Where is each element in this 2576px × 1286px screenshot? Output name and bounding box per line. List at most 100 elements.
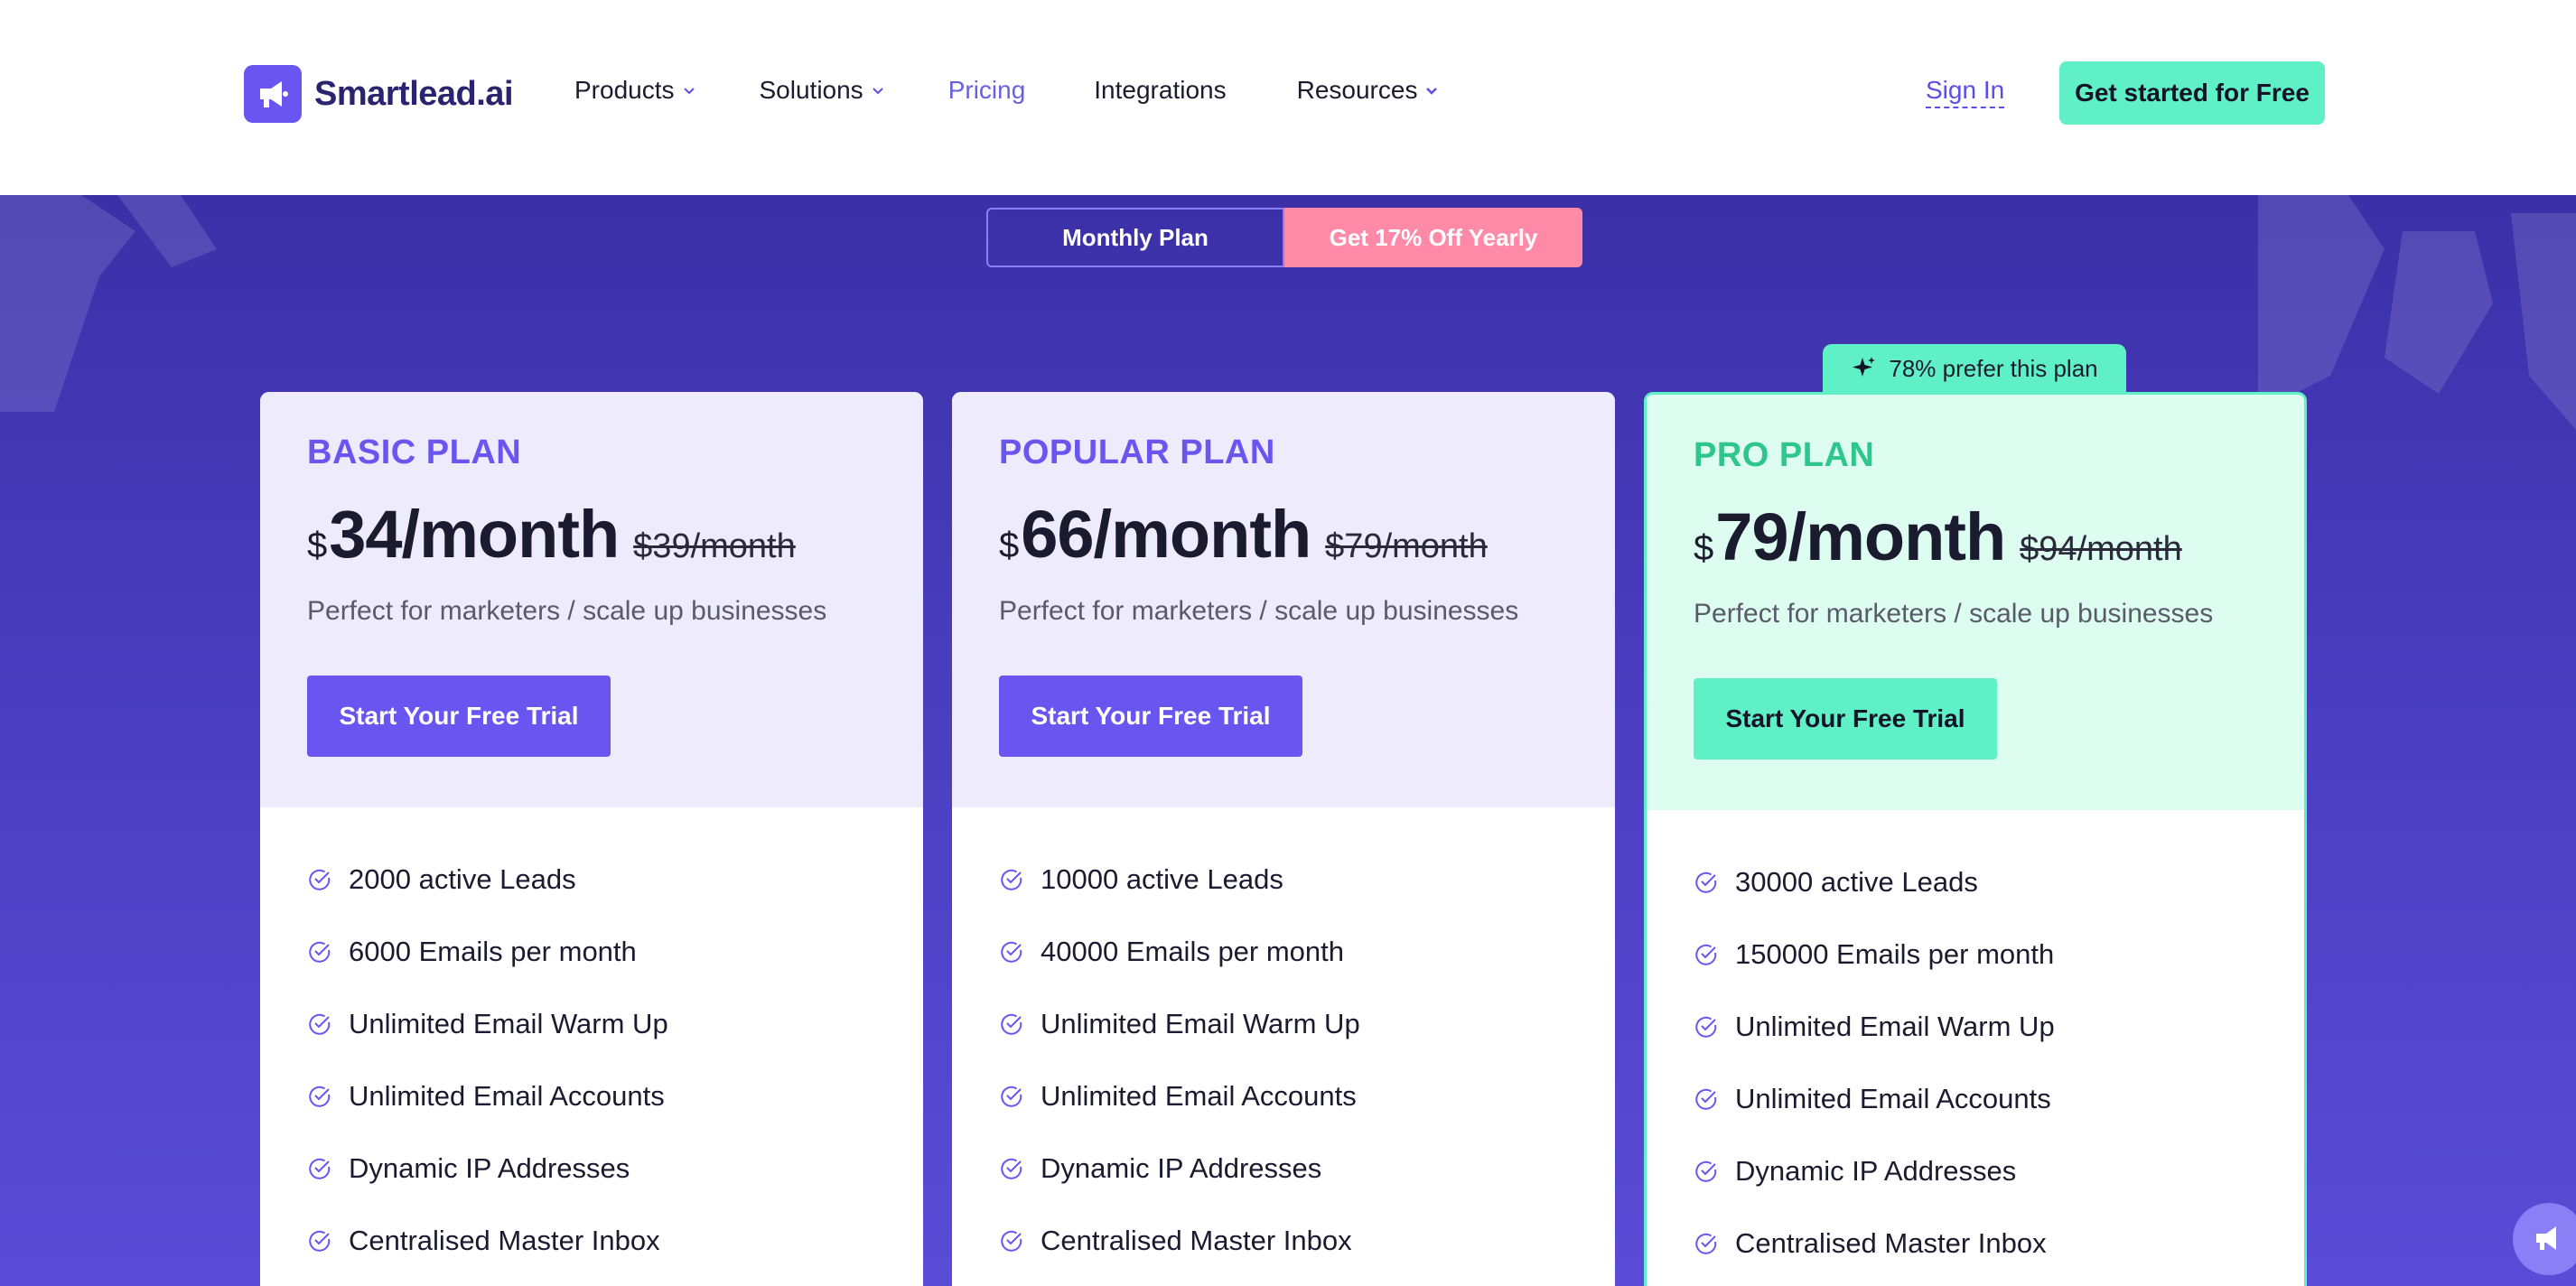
feature-text: 30000 active Leads — [1735, 866, 1978, 898]
site-header: Smartlead.ai Products Solutions Pricing … — [0, 0, 2576, 195]
feature-item: Unlimited Email Accounts — [999, 1060, 1568, 1132]
feature-text: Unlimited Email Accounts — [349, 1080, 665, 1112]
plan-name: POPULAR PLAN — [999, 433, 1275, 471]
feature-item: Centralised Master Inbox — [1694, 1207, 2257, 1280]
check-circle-icon — [1695, 1233, 1717, 1254]
check-circle-icon — [1695, 871, 1717, 893]
feature-text: 40000 Emails per month — [1041, 936, 1345, 967]
nav-integrations[interactable]: Integrations — [1094, 76, 1226, 105]
feature-item: Unlimited Email Accounts — [1694, 1063, 2257, 1135]
chat-widget-icon — [2536, 1226, 2556, 1250]
main-nav: Products Solutions Pricing Integrations … — [574, 76, 1439, 105]
brand-name: Smartlead.ai — [314, 74, 514, 113]
plan-card-popular: POPULAR PLAN $ 66/month $79/month Perfec… — [952, 392, 1615, 1286]
feature-text: Dynamic IP Addresses — [1041, 1152, 1322, 1184]
currency-symbol: $ — [1694, 528, 1714, 568]
feature-item: 30000 active Leads — [1694, 846, 2257, 918]
feature-text: Unlimited Email Warm Up — [1735, 1011, 2055, 1042]
plan-card-header: BASIC PLAN $ 34/month $39/month Perfect … — [260, 392, 923, 807]
feature-item: 2000 active Leads — [307, 843, 876, 916]
popularity-badge: 78% prefer this plan — [1823, 344, 2126, 393]
check-circle-icon — [1001, 869, 1022, 890]
feature-text: Unlimited Email Accounts — [1735, 1083, 2051, 1114]
check-circle-icon — [1695, 1088, 1717, 1110]
feature-text: Dynamic IP Addresses — [349, 1152, 630, 1184]
feature-text: 10000 active Leads — [1041, 863, 1283, 895]
currency-symbol: $ — [999, 526, 1020, 565]
plan-name: PRO PLAN — [1694, 436, 1875, 474]
monthly-plan-toggle[interactable]: Monthly Plan — [986, 208, 1284, 267]
feature-text: 6000 Emails per month — [349, 936, 637, 967]
nav-resources[interactable]: Resources — [1297, 76, 1440, 105]
feature-item: Dynamic IP Addresses — [999, 1132, 1568, 1205]
check-circle-icon — [1695, 1016, 1717, 1038]
sign-in-link[interactable]: Sign In — [1926, 76, 2005, 108]
check-circle-icon — [309, 1230, 331, 1252]
check-circle-icon — [1695, 944, 1717, 965]
nav-solutions[interactable]: Solutions — [760, 76, 885, 105]
feature-text: Dynamic IP Addresses — [1735, 1155, 2017, 1187]
start-free-trial-button[interactable]: Start Your Free Trial — [999, 676, 1302, 757]
yearly-plan-toggle[interactable]: Get 17% Off Yearly — [1284, 208, 1582, 267]
plan-description: Perfect for marketers / scale up busines… — [307, 596, 827, 626]
plan-price: 34/month — [329, 497, 620, 572]
feature-text: 150000 Emails per month — [1735, 938, 2055, 970]
feature-item: Dynamic IP Addresses — [307, 1132, 876, 1205]
feature-text: Centralised Master Inbox — [349, 1225, 660, 1256]
megaphone-icon — [244, 65, 302, 123]
price-row: $ 66/month $79/month — [999, 496, 1568, 573]
nav-products-label: Products — [574, 76, 675, 104]
feature-text: Unlimited Email Warm Up — [349, 1008, 668, 1039]
nav-pricing-label: Pricing — [947, 76, 1026, 104]
pricing-section: Monthly Plan Get 17% Off Yearly 78% pref… — [0, 195, 2576, 1286]
check-circle-icon — [1695, 1160, 1717, 1182]
check-circle-icon — [1001, 1158, 1022, 1179]
feature-item: 6000 Emails per month — [307, 916, 876, 988]
decorative-shape-left — [0, 195, 217, 412]
nav-integrations-label: Integrations — [1094, 76, 1227, 104]
feature-item: Dynamic IP Addresses — [1694, 1135, 2257, 1207]
feature-item: Centralised Master Inbox — [999, 1205, 1568, 1277]
chevron-down-icon — [1426, 88, 1438, 95]
feature-list: 10000 active Leads 40000 Emails per mont… — [952, 807, 1615, 1277]
plan-card-header: PRO PLAN $ 79/month $94/month Perfect fo… — [1647, 395, 2304, 810]
currency-symbol: $ — [307, 526, 328, 565]
badge-text: 78% prefer this plan — [1889, 354, 2098, 382]
nav-resources-label: Resources — [1296, 76, 1418, 104]
chat-widget-button[interactable] — [2513, 1203, 2576, 1275]
check-circle-icon — [309, 941, 331, 963]
nav-solutions-label: Solutions — [759, 76, 863, 104]
sparkle-icon — [1853, 357, 1876, 377]
chevron-down-icon — [872, 88, 883, 95]
billing-toggle: Monthly Plan Get 17% Off Yearly — [986, 208, 1582, 267]
old-price: $79/month — [1325, 527, 1488, 565]
feature-list: 30000 active Leads 150000 Emails per mon… — [1647, 810, 2304, 1280]
plan-name: BASIC PLAN — [307, 433, 522, 471]
feature-item: Unlimited Email Accounts — [307, 1060, 876, 1132]
old-price: $94/month — [2020, 530, 2182, 568]
feature-item: Unlimited Email Warm Up — [999, 988, 1568, 1060]
feature-item: 10000 active Leads — [999, 843, 1568, 916]
start-free-trial-button[interactable]: Start Your Free Trial — [1694, 678, 1997, 759]
nav-pricing[interactable]: Pricing — [948, 76, 1026, 105]
check-circle-icon — [309, 1013, 331, 1035]
check-circle-icon — [1001, 1086, 1022, 1107]
old-price: $39/month — [633, 527, 796, 565]
feature-list: 2000 active Leads 6000 Emails per month … — [260, 807, 923, 1277]
nav-products[interactable]: Products — [574, 76, 696, 105]
feature-item: Unlimited Email Warm Up — [307, 988, 876, 1060]
check-circle-icon — [309, 1086, 331, 1107]
decorative-shape-right — [2258, 195, 2576, 430]
plan-card-pro: PRO PLAN $ 79/month $94/month Perfect fo… — [1644, 392, 2307, 1286]
logo[interactable]: Smartlead.ai — [244, 65, 514, 123]
plan-description: Perfect for marketers / scale up busines… — [999, 596, 1519, 626]
feature-item: 150000 Emails per month — [1694, 918, 2257, 991]
plan-price: 66/month — [1021, 497, 1311, 572]
check-circle-icon — [1001, 1230, 1022, 1252]
feature-item: Unlimited Email Warm Up — [1694, 991, 2257, 1063]
start-free-trial-button[interactable]: Start Your Free Trial — [307, 676, 611, 757]
feature-text: 2000 active Leads — [349, 863, 576, 895]
chevron-down-icon — [683, 88, 695, 95]
check-circle-icon — [309, 869, 331, 890]
get-started-button[interactable]: Get started for Free — [2059, 61, 2325, 125]
